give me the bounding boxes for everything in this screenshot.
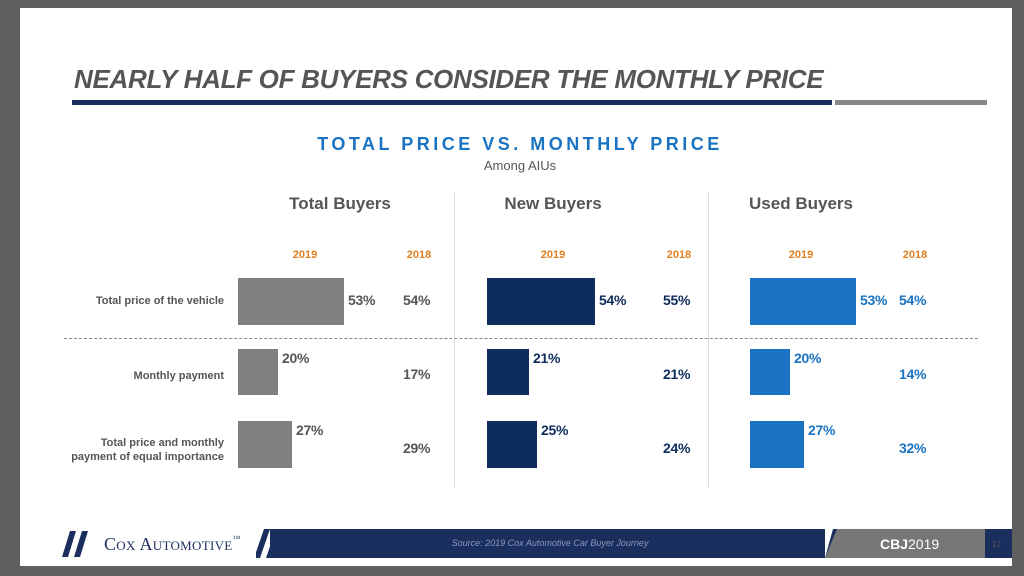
row-label: Monthly payment [24, 369, 224, 383]
row-label-line: Monthly payment [133, 370, 224, 382]
row-label-line: payment of equal importance [71, 451, 224, 463]
title-rule-gray [835, 100, 987, 105]
data-label-2019: 27% [296, 422, 324, 438]
group-title: Used Buyers [749, 194, 853, 213]
data-label-2018: 54% [899, 292, 927, 308]
row-divider [64, 338, 978, 339]
page-number: 12 [992, 540, 1001, 549]
data-label-2018: 21% [663, 366, 691, 382]
title-rule-navy [72, 100, 832, 105]
logo-slash-icon [62, 531, 88, 557]
bar [750, 421, 804, 468]
logo: Cox Automotive™ [104, 534, 241, 555]
bar [238, 349, 278, 395]
data-label-2019: 25% [541, 422, 569, 438]
column-divider [454, 192, 455, 488]
data-label-2018: 24% [663, 440, 691, 456]
slide: NEARLY HALF OF BUYERS CONSIDER THE MONTH… [20, 8, 1012, 566]
logo-name: Cox Automotive [104, 534, 233, 554]
badge-bold: CBJ [880, 536, 909, 552]
bar [487, 421, 537, 468]
bar [750, 349, 790, 395]
row-label-line: Total price and monthly [100, 437, 224, 449]
data-label-2019: 21% [533, 350, 561, 366]
row-label-line: Total price of the vehicle [95, 295, 224, 307]
group-title: New Buyers [504, 194, 602, 213]
bar [238, 421, 292, 468]
row-label: Total price of the vehicle [24, 294, 224, 308]
data-label-2018: 14% [899, 366, 927, 382]
year-label-2019: 2019 [540, 249, 566, 261]
year-label-2018: 2018 [406, 249, 432, 261]
logo-trademark: ™ [232, 534, 241, 543]
data-label-2019: 27% [808, 422, 836, 438]
badge-year: 2019 [908, 536, 940, 552]
bar [487, 278, 595, 325]
data-label-2018: 17% [403, 366, 431, 382]
bar [487, 349, 529, 395]
footer-slash-icon [256, 529, 282, 558]
cbj-badge: CBJ2019 [880, 536, 939, 552]
data-label-2018: 54% [403, 292, 431, 308]
bar [238, 278, 344, 325]
row-label: Total price and monthly payment of equal … [24, 436, 224, 464]
data-label-2019: 54% [599, 292, 627, 308]
group-title: Total Buyers [289, 194, 391, 213]
year-label-2018: 2018 [666, 249, 692, 261]
year-label-2019: 2019 [292, 249, 318, 261]
logo-area [20, 529, 270, 558]
badge-shape [825, 529, 985, 558]
year-label-2019: 2019 [788, 249, 814, 261]
chart-subtitle: Among AIUs [483, 158, 557, 173]
source-note: Source: 2019 Cox Automotive Car Buyer Jo… [451, 538, 649, 548]
data-label-2018: 29% [403, 440, 431, 456]
data-label-2019: 20% [282, 350, 310, 366]
data-label-2019: 53% [860, 292, 888, 308]
chart-title: TOTAL PRICE VS. MONTHLY PRICE [317, 134, 723, 154]
data-label-2019: 20% [794, 350, 822, 366]
data-label-2018: 55% [663, 292, 691, 308]
data-label-2019: 53% [348, 292, 376, 308]
slide-title: NEARLY HALF OF BUYERS CONSIDER THE MONTH… [74, 64, 824, 94]
data-label-2018: 32% [899, 440, 927, 456]
year-label-2018: 2018 [902, 249, 928, 261]
bar [750, 278, 856, 325]
column-divider [708, 192, 709, 488]
